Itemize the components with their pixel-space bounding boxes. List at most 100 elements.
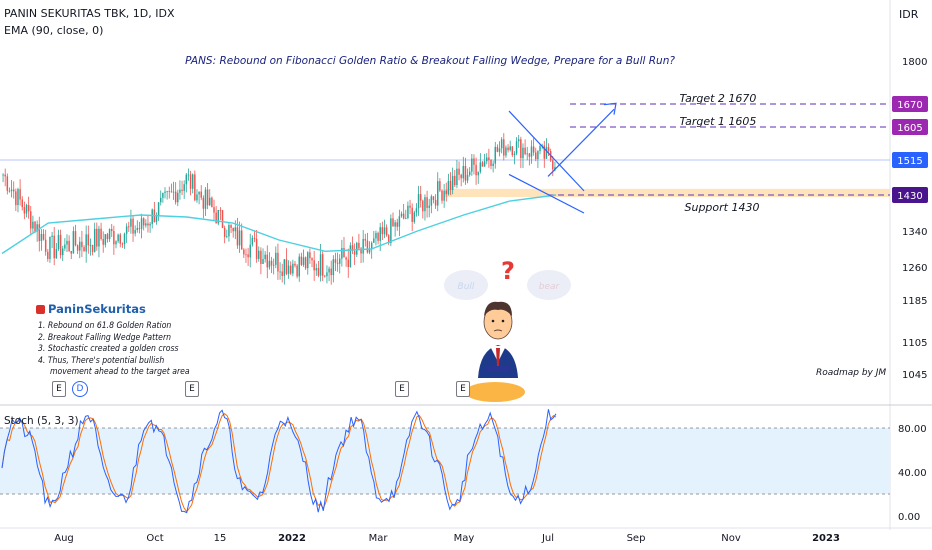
candle-body (74, 231, 77, 246)
candle-body (25, 204, 28, 214)
candle-body (432, 196, 435, 200)
candle-body (255, 238, 258, 259)
candle-body (481, 162, 484, 167)
candle-body (53, 235, 55, 259)
indicator-legend[interactable]: EMA (90, close, 0) (4, 24, 104, 37)
candle-body (51, 235, 53, 237)
candle-body (123, 233, 126, 245)
candle-body (151, 209, 153, 224)
candle-body (483, 161, 486, 167)
candle-body (517, 139, 520, 142)
candle-body (509, 146, 511, 151)
candle-body (228, 225, 230, 237)
candle-body (136, 228, 139, 231)
dividend-badge[interactable]: D (72, 381, 88, 397)
candle-body (454, 175, 456, 186)
candle-body (283, 259, 286, 276)
candle-body (104, 234, 107, 245)
time-tick-label: Nov (721, 533, 741, 544)
candle-body (381, 227, 384, 235)
candle-body (2, 174, 4, 176)
time-tick-label: Oct (146, 533, 163, 544)
character-crossed-arms (485, 366, 511, 372)
candle-body (498, 148, 501, 152)
candle-body (405, 218, 407, 219)
candle-body (223, 227, 226, 237)
candle-body (38, 224, 41, 242)
candle-body (430, 196, 433, 206)
candle-body (411, 207, 413, 222)
support-label: Support 1430 (685, 201, 760, 214)
candle-body (545, 147, 548, 159)
candle-body (211, 197, 213, 208)
candle-body (8, 190, 11, 192)
time-tick-label: 2023 (812, 533, 840, 544)
earnings-badge[interactable]: E (456, 381, 470, 397)
candle-body (147, 223, 149, 226)
fibonacci-zone (445, 188, 890, 197)
character-eye (491, 319, 495, 323)
note-line: 2. Breakout Falling Wedge Pattern (38, 332, 172, 343)
target-1-price-badge-label: 1605 (897, 123, 922, 134)
candle-body (334, 259, 337, 263)
candle-body (275, 252, 277, 265)
candle-body (370, 242, 373, 250)
candle-body (268, 260, 271, 268)
question-mark: ? (501, 257, 515, 285)
candle-body (298, 256, 300, 277)
candle-body (100, 228, 102, 240)
candle-body (392, 218, 394, 227)
earnings-badge[interactable]: E (395, 381, 409, 397)
candle-body (119, 234, 122, 244)
candle-body (285, 259, 288, 274)
candle-body (260, 250, 262, 264)
candle-body (61, 248, 64, 256)
candle-body (415, 208, 418, 213)
stoch-tick-label: 40.00 (898, 468, 927, 479)
candle-body (194, 174, 196, 201)
floor-glow (465, 382, 525, 402)
candle-body (304, 257, 307, 269)
breakout-arrow (547, 108, 615, 177)
wedge-upper-trendline (508, 110, 585, 192)
candle-body (353, 250, 356, 255)
candle-body (108, 228, 111, 240)
candle-body (98, 228, 100, 247)
candle-body (68, 240, 70, 251)
candle-body (234, 227, 237, 232)
candle-body (247, 254, 249, 258)
candle-body (383, 227, 386, 235)
candle-body (528, 153, 531, 157)
candle-body (168, 190, 171, 192)
candle-body (59, 234, 62, 256)
time-tick-label: Aug (54, 533, 74, 544)
candle-body (159, 197, 162, 203)
candle-body (189, 174, 192, 189)
candle-body (319, 254, 322, 276)
candle-body (236, 227, 239, 246)
stoch-legend[interactable]: Stoch (5, 3, 3) (4, 415, 79, 427)
candle-body (12, 189, 15, 192)
analysis-notes: 1. Rebound on 61.8 Golden Ration 2. Brea… (38, 321, 190, 379)
stoch-d-line (1, 412, 557, 513)
candle-body (89, 244, 92, 246)
candle-body (245, 254, 247, 256)
candle-body (87, 234, 90, 246)
candle-body (21, 199, 23, 208)
candle-body (83, 247, 85, 252)
candle-body (183, 184, 185, 191)
earnings-badge[interactable]: E (185, 381, 199, 397)
candle-body (522, 147, 524, 159)
candle-body (464, 165, 467, 181)
candle-body (402, 213, 405, 219)
candle-body (145, 223, 147, 226)
candle-body (251, 237, 254, 245)
candle-body (177, 192, 179, 203)
candle-body (475, 164, 477, 176)
candle-body (72, 231, 75, 254)
earnings-badge[interactable]: E (52, 381, 66, 397)
candle-body (6, 176, 9, 191)
candle-body (328, 268, 330, 273)
candle-body (351, 245, 354, 251)
